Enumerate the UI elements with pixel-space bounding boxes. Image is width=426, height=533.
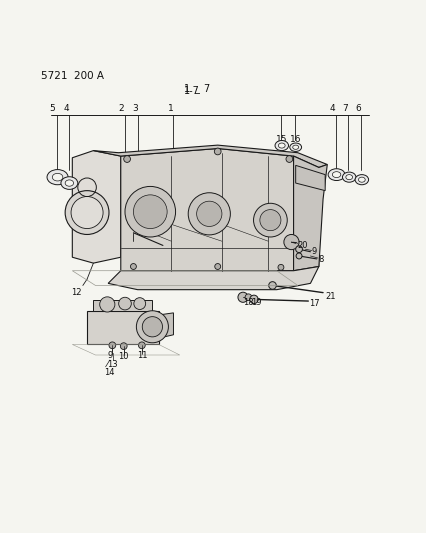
Circle shape: [214, 148, 221, 155]
Text: 17: 17: [308, 299, 319, 308]
Text: 15: 15: [275, 135, 287, 144]
Text: 16: 16: [290, 135, 301, 144]
Text: 11: 11: [136, 351, 147, 360]
Text: 12: 12: [71, 288, 82, 297]
Text: _: _: [194, 84, 199, 94]
Polygon shape: [295, 165, 325, 191]
Text: 3: 3: [132, 104, 137, 112]
Ellipse shape: [61, 177, 78, 189]
Circle shape: [253, 203, 287, 237]
Polygon shape: [158, 313, 173, 338]
Polygon shape: [72, 151, 121, 263]
Circle shape: [138, 342, 145, 349]
Circle shape: [295, 253, 301, 259]
Text: 18: 18: [242, 298, 253, 308]
Text: 5: 5: [49, 104, 55, 112]
Text: 20: 20: [297, 240, 308, 249]
Circle shape: [120, 343, 127, 350]
Polygon shape: [108, 266, 318, 289]
Ellipse shape: [289, 143, 301, 151]
Circle shape: [295, 246, 302, 253]
Circle shape: [71, 197, 103, 229]
Text: 2: 2: [118, 104, 124, 112]
Circle shape: [188, 193, 230, 235]
Text: 8: 8: [317, 255, 322, 264]
Circle shape: [285, 156, 292, 163]
Text: 9: 9: [107, 351, 112, 360]
Circle shape: [277, 264, 283, 270]
Text: 1: 1: [167, 104, 173, 112]
Ellipse shape: [354, 175, 368, 185]
Text: 10: 10: [118, 352, 128, 361]
Polygon shape: [93, 300, 152, 311]
Circle shape: [65, 191, 109, 235]
Circle shape: [196, 201, 222, 227]
Text: 21: 21: [325, 292, 335, 301]
Circle shape: [100, 297, 115, 312]
Text: 4: 4: [329, 104, 335, 112]
Circle shape: [109, 342, 115, 349]
Polygon shape: [293, 156, 326, 271]
Ellipse shape: [278, 143, 285, 148]
Circle shape: [283, 235, 298, 249]
Circle shape: [142, 317, 162, 337]
Ellipse shape: [342, 172, 355, 182]
Circle shape: [133, 298, 145, 310]
Polygon shape: [87, 311, 158, 344]
Circle shape: [133, 195, 167, 229]
Ellipse shape: [345, 175, 352, 180]
Circle shape: [249, 295, 258, 304]
Circle shape: [245, 294, 251, 301]
Ellipse shape: [65, 180, 73, 186]
Text: 14: 14: [104, 368, 114, 377]
Circle shape: [118, 297, 131, 310]
Ellipse shape: [331, 172, 340, 177]
Ellipse shape: [274, 141, 288, 151]
Circle shape: [130, 263, 136, 270]
Text: 6: 6: [354, 104, 360, 112]
Text: 9: 9: [311, 247, 316, 256]
Text: 7: 7: [202, 84, 209, 94]
Circle shape: [268, 281, 276, 289]
Circle shape: [237, 292, 248, 302]
Polygon shape: [93, 145, 326, 167]
Circle shape: [259, 209, 280, 231]
Text: 1‑7: 1‑7: [184, 86, 199, 96]
Text: 4: 4: [63, 104, 69, 112]
Circle shape: [136, 311, 168, 343]
Text: 7: 7: [342, 104, 348, 112]
Ellipse shape: [292, 145, 298, 149]
Ellipse shape: [327, 169, 344, 181]
Text: 1: 1: [184, 84, 190, 94]
Circle shape: [124, 156, 130, 163]
Ellipse shape: [47, 169, 68, 185]
Circle shape: [214, 263, 220, 270]
Text: 13: 13: [107, 360, 118, 369]
Text: 5721  200 A: 5721 200 A: [40, 71, 104, 81]
Text: 19: 19: [251, 298, 261, 307]
Ellipse shape: [358, 177, 364, 182]
Ellipse shape: [52, 173, 63, 181]
Circle shape: [125, 187, 175, 237]
Polygon shape: [121, 149, 318, 271]
